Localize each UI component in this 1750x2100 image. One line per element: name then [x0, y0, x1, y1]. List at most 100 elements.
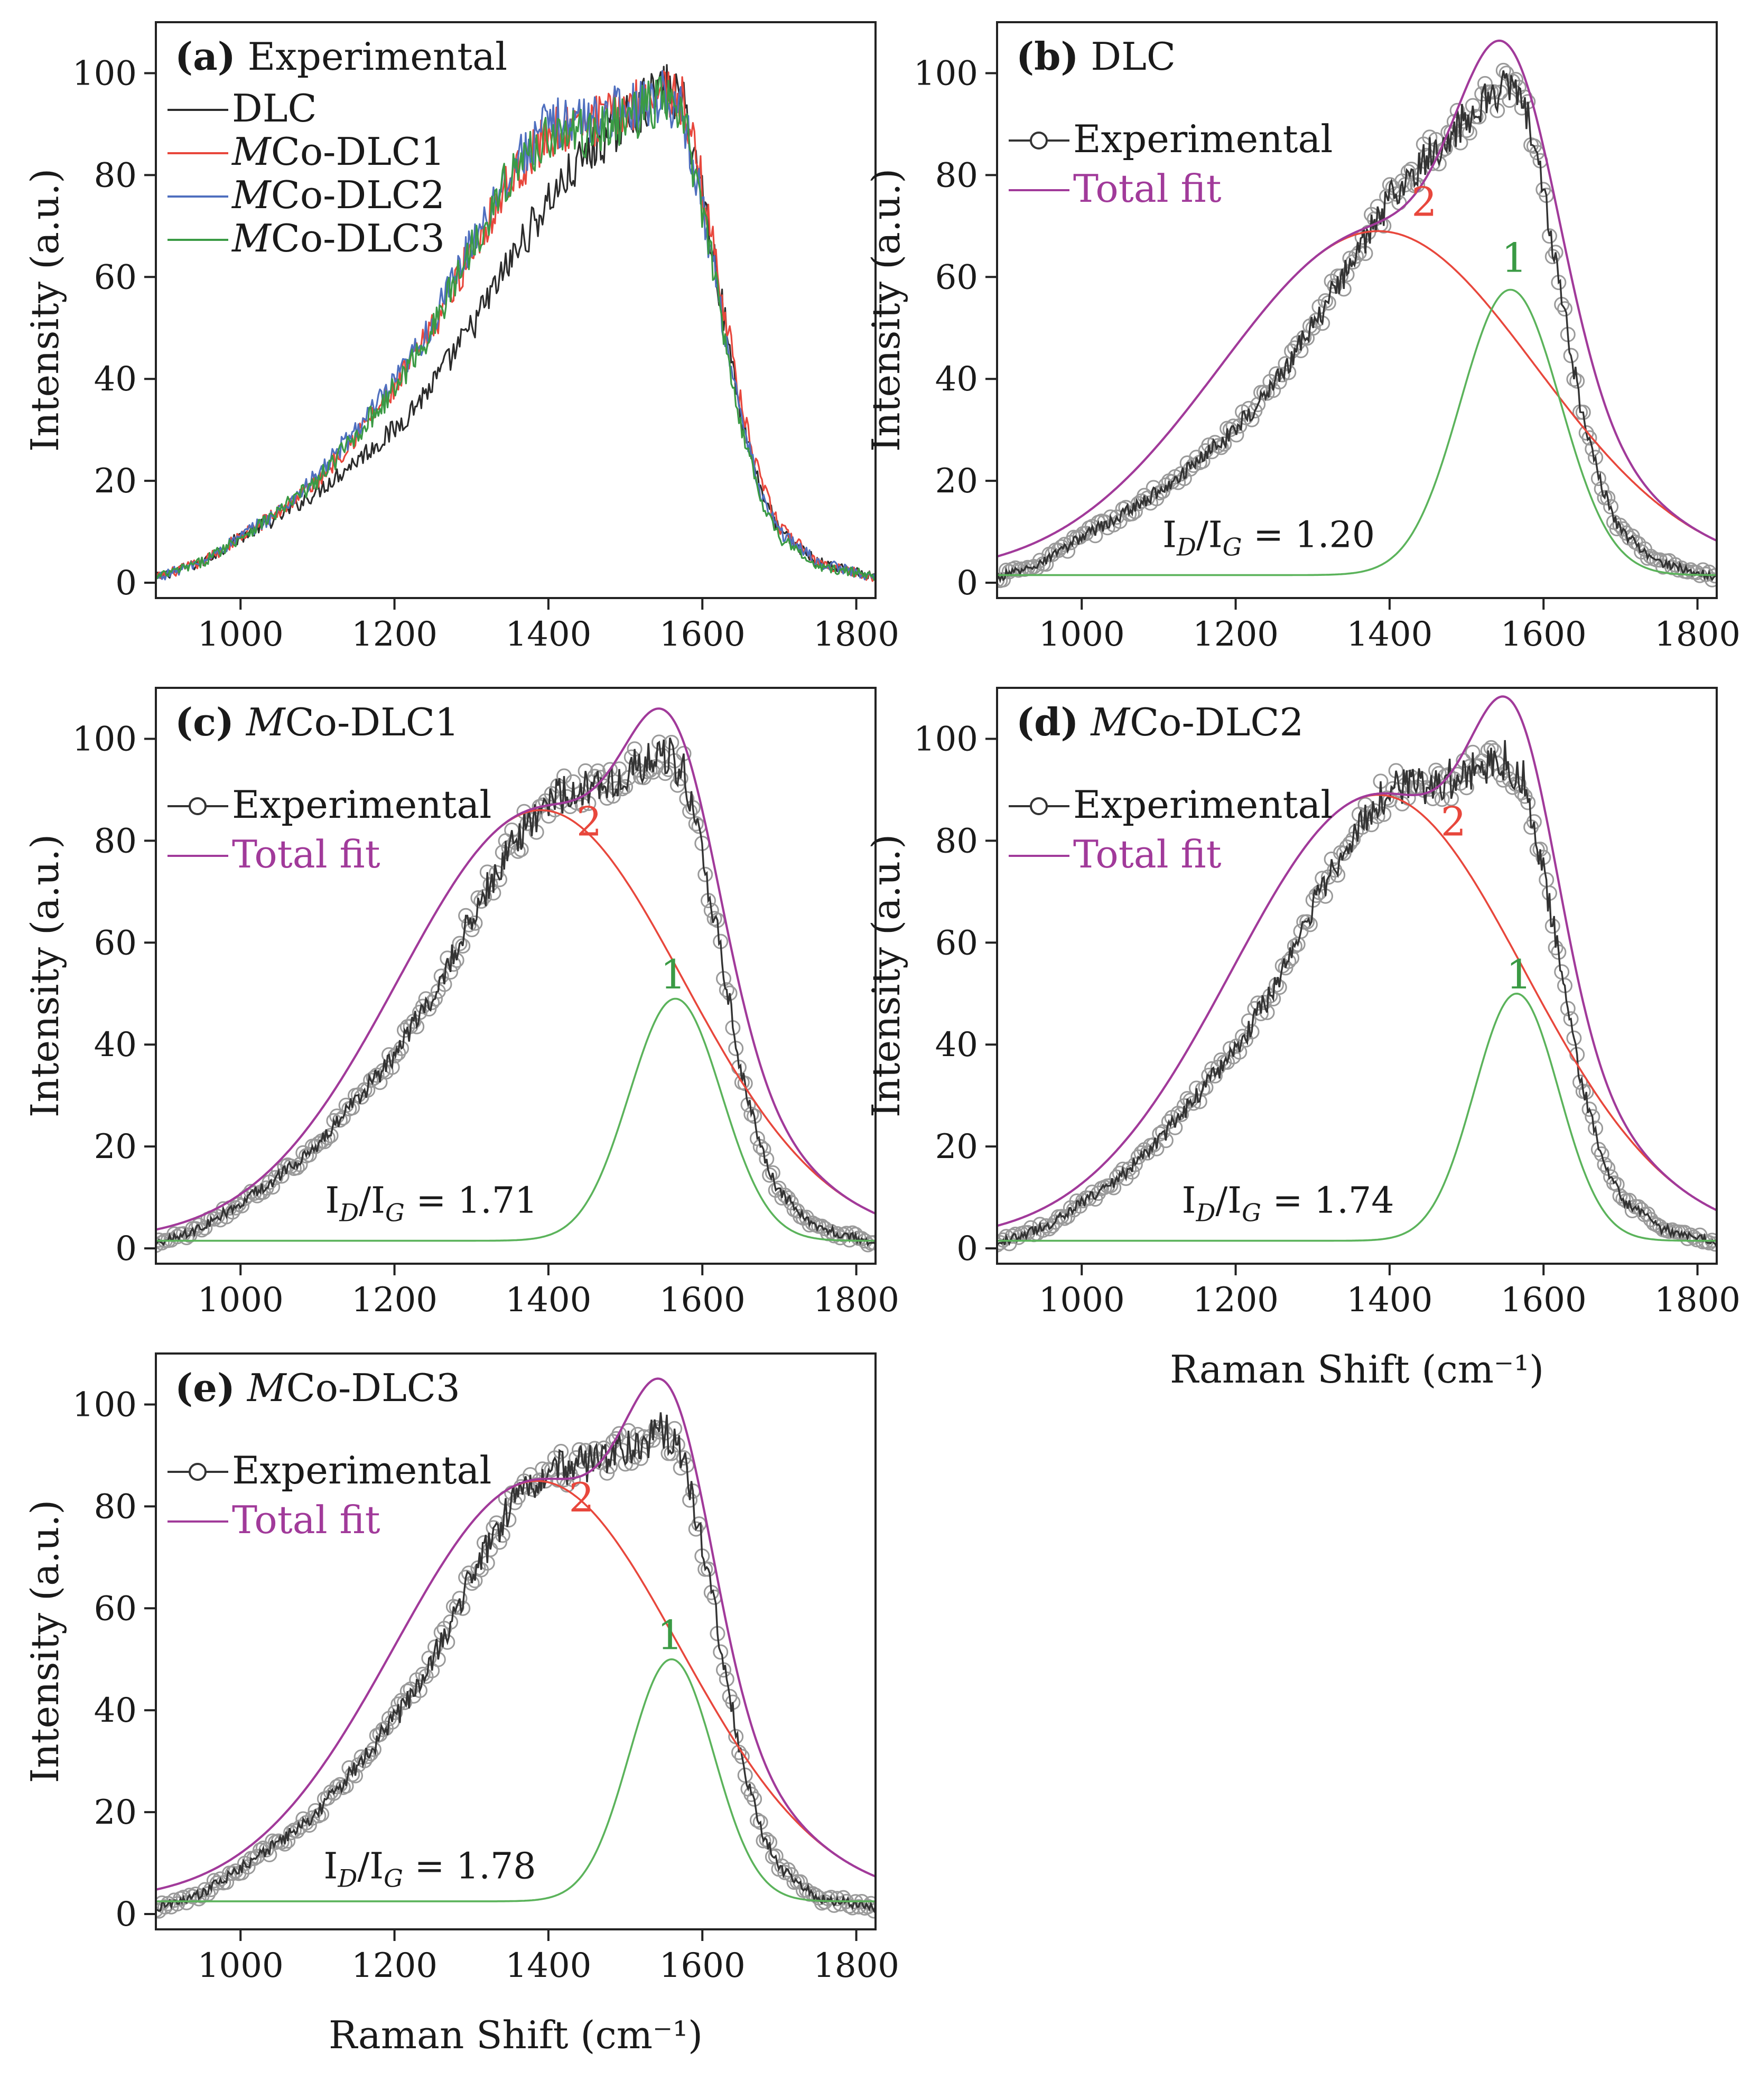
panel-title-rest: Co-DLC3	[286, 1366, 460, 1410]
id-ig-ratio-d: ID/IG = 1.74	[1182, 1180, 1394, 1227]
x-tick-label-d: 1000	[1039, 1281, 1125, 1320]
legend-marker	[1030, 797, 1048, 815]
panel-letter: (b)	[1016, 34, 1078, 79]
ratio-slash: /	[359, 1180, 371, 1222]
experimental-marker	[863, 1896, 876, 1911]
x-tick-label-d: 1400	[1346, 1281, 1432, 1320]
ratio-slash: /	[357, 1846, 369, 1888]
peak-1-curve-c	[156, 997, 876, 1242]
experimental-marker	[473, 893, 489, 909]
experimental-marker	[1308, 888, 1324, 903]
y-axis-label-e: Intensity (a.u.)	[23, 1500, 67, 1783]
panel-title-rest: DLC	[1078, 34, 1176, 79]
experimental-marker	[304, 1810, 320, 1826]
ratio-g-sub: G	[1242, 1199, 1261, 1227]
plot-area-c	[156, 707, 876, 1253]
ratio-i: I	[325, 1180, 339, 1222]
experimental-marker	[780, 1190, 796, 1206]
experimental-marker	[747, 1791, 762, 1807]
experimental-marker	[265, 1179, 281, 1195]
experimental-marker	[1590, 1142, 1606, 1158]
experimental-marker	[669, 1437, 685, 1453]
experimental-line-e	[156, 1412, 876, 1914]
experimental-marker	[1609, 1177, 1625, 1192]
legend-label: Experimental	[232, 782, 491, 827]
y-tick-label-b: 100	[914, 54, 978, 93]
legend-label: Total fit	[1073, 832, 1222, 876]
experimental-marker	[1318, 293, 1333, 309]
experimental-marker	[489, 865, 505, 881]
legend-marker	[189, 1463, 207, 1481]
experimental-marker	[1287, 938, 1302, 954]
experimental-marker	[1590, 471, 1606, 487]
legend-label: Experimental	[232, 1448, 491, 1492]
id-ig-ratio-e: ID/IG = 1.78	[324, 1846, 536, 1893]
experimental-marker	[1707, 1236, 1717, 1252]
experimental-marker	[866, 1903, 876, 1919]
experimental-marker	[501, 1512, 517, 1528]
legend-b: Experimental Total fit	[1009, 117, 1333, 211]
experimental-marker	[1548, 245, 1563, 260]
experimental-marker	[752, 1139, 768, 1154]
y-tick-label-e: 40	[94, 1691, 137, 1730]
experimental-marker	[387, 1704, 403, 1720]
legend-label-text: Experimental	[232, 1448, 491, 1492]
experimental-marker	[1585, 441, 1600, 457]
experimental-marker	[1704, 572, 1717, 587]
experimental-marker	[1600, 490, 1616, 506]
experimental-marker	[427, 991, 443, 1007]
peak-label-1-e: 1	[657, 1611, 683, 1658]
experimental-marker	[394, 1040, 409, 1056]
experimental-marker	[1652, 552, 1668, 568]
x-tick-label-b: 1000	[1039, 615, 1125, 654]
experimental-marker	[452, 936, 468, 951]
experimental-marker	[688, 816, 704, 832]
x-tick-label-b: 1400	[1346, 615, 1432, 654]
experimental-marker	[1615, 1191, 1631, 1207]
panel-title-main: Experimental	[236, 34, 507, 79]
total-fit-curve-d	[997, 695, 1717, 1227]
experimental-marker	[1305, 320, 1321, 336]
peak-1-curve-d	[997, 992, 1717, 1242]
experimental-marker	[449, 953, 464, 968]
experimental-marker	[1603, 499, 1619, 515]
x-tick-label-d: 1600	[1501, 1281, 1587, 1320]
experimental-marker	[1581, 1102, 1597, 1117]
y-axis-label-c: Intensity (a.u.)	[23, 834, 67, 1117]
x-tick-label-c: 1000	[198, 1281, 284, 1320]
panel-a: 0 20 40 60 80 100 1000 1200 1400 1600 1800 Intensit…	[23, 21, 899, 654]
ratio-i: I	[369, 1846, 384, 1888]
experimental-marker	[1557, 301, 1572, 317]
legend-label: Total fit	[232, 1498, 380, 1542]
legend-label-text: Experimental	[232, 782, 491, 827]
panel-e: 0 20 40 60 80 100 1000 1200 1400 1600 1800 Intensit…	[23, 1352, 899, 2057]
peak-1-curve-e	[156, 1658, 876, 1902]
y-tick-label-c: 100	[72, 720, 137, 759]
ratio-value: = 1.20	[1242, 515, 1375, 556]
experimental-marker	[743, 1787, 759, 1802]
legend-label-text: Experimental	[1073, 782, 1333, 827]
legend-label-text: Total fit	[232, 832, 380, 876]
panel-title-italic: M	[234, 700, 286, 744]
legend-e: Experimental Total fit	[167, 1448, 491, 1542]
peak-2-curve-e	[156, 1480, 876, 1891]
x-tick-label-a: 1800	[813, 615, 899, 654]
experimental-marker	[734, 1749, 750, 1765]
x-tick-label-c: 1400	[505, 1281, 591, 1320]
experimental-marker	[777, 1864, 793, 1880]
y-tick-label-d: 60	[935, 923, 978, 963]
experimental-marker	[1434, 791, 1450, 807]
experimental-marker	[762, 1167, 778, 1183]
experimental-marker	[1495, 62, 1511, 78]
experimental-marker	[1269, 977, 1284, 993]
y-tick-label-e: 80	[94, 1487, 137, 1526]
peak-label-2-b: 2	[1411, 179, 1437, 226]
experimental-marker	[289, 1160, 305, 1175]
experimental-marker	[1342, 835, 1358, 851]
plot-area-a	[156, 64, 876, 582]
panel-d: 0 20 40 60 80 100 1000 1200 1400 1600 1800 Intensit…	[864, 687, 1740, 1392]
y-tick-label-c: 60	[94, 923, 137, 963]
x-tick-label-a: 1400	[505, 615, 591, 654]
